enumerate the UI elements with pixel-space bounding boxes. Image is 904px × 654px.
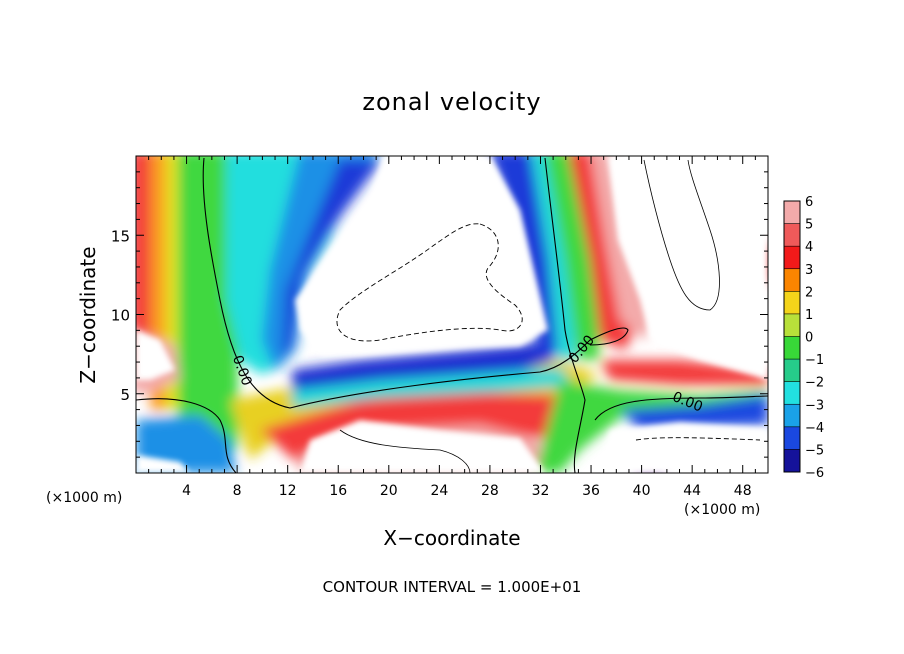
- x-tick-label: 28: [481, 483, 499, 499]
- colorbar-swatch: [784, 246, 800, 270]
- colorbar-label: 0: [805, 331, 813, 346]
- x-tick-label: 24: [430, 483, 448, 499]
- field-left-bottom-blue: [136, 415, 236, 473]
- colorbar-swatch: [784, 449, 800, 473]
- x-unit-left: (×1000 m): [46, 490, 123, 506]
- velocity-field: 0.00 0.00 0.00: [136, 156, 768, 473]
- field-arc-blue: [292, 340, 555, 395]
- x-tick-label: 8: [233, 483, 242, 499]
- colorbar-label: 4: [805, 240, 813, 255]
- x-tick-label: 48: [734, 483, 752, 499]
- colorbar-swatch: [784, 223, 800, 247]
- colorbar-label: −1: [805, 353, 824, 368]
- colorbar-swatch: [784, 201, 800, 225]
- x-unit-right: (×1000 m): [684, 502, 761, 518]
- contour-zero-column: [544, 157, 586, 473]
- colorbar-swatch: [784, 404, 800, 428]
- field-white-left-notch: [136, 330, 175, 380]
- x-tick-label: 44: [683, 483, 701, 499]
- x-axis-label: X−coordinate: [383, 526, 521, 550]
- contour-interval-note: CONTOUR INTERVAL = 1.000E+01: [322, 578, 582, 596]
- field-white-bottom-right: [600, 422, 768, 473]
- chart-title: zonal velocity: [362, 88, 542, 116]
- field-cross-green: [535, 380, 768, 473]
- y-axis-label: Z−coordinate: [76, 246, 100, 384]
- colorbar-label: 6: [805, 195, 813, 210]
- colorbar-swatch: [784, 426, 800, 450]
- contour-zero-left: [202, 157, 629, 409]
- x-tick-label: 36: [582, 483, 600, 499]
- colorbar-swatch: [784, 291, 800, 315]
- colorbar-label: −5: [805, 443, 824, 458]
- y-tick-label: 15: [111, 227, 130, 245]
- contour-dashed-bottom-right: [635, 437, 761, 441]
- colorbar-swatch: [784, 336, 800, 360]
- contour-thin-bottom: [339, 429, 471, 473]
- x-tick-label: 12: [279, 483, 297, 499]
- colorbar: 6 5 4 3 2 1 0 −1 −2 −3 −4 −5 −6: [783, 195, 824, 481]
- colorbar-label: 3: [805, 263, 813, 278]
- field-white-left-bottom: [136, 455, 190, 473]
- colorbar-label: 2: [805, 285, 813, 300]
- contour-zero-left-low: [136, 398, 237, 473]
- colorbar-label: 1: [805, 308, 813, 323]
- x-tick-label: 4: [182, 483, 191, 499]
- field-arc-cyan: [292, 368, 575, 408]
- y-tick-label: 5: [120, 386, 130, 404]
- x-tick-label: 32: [532, 483, 550, 499]
- colorbar-label: 5: [805, 218, 813, 233]
- colorbar-swatch: [784, 313, 800, 337]
- colorbar-label: −3: [805, 398, 824, 413]
- contour-thin-right: [643, 159, 720, 311]
- colorbar-label: −4: [805, 421, 824, 436]
- field-cross-blue: [620, 395, 768, 430]
- field-white-bottom-center: [300, 420, 545, 473]
- field-white-top-center: [295, 156, 548, 356]
- field-white-top-right: [608, 156, 768, 380]
- contour-zero-lower-right: [594, 395, 768, 421]
- colorbar-swatch: [784, 359, 800, 383]
- x-tick-label: 40: [633, 483, 651, 499]
- colorbar-swatch: [784, 268, 800, 292]
- colorbar-label: −2: [805, 376, 824, 391]
- colorbar-swatch: [784, 381, 800, 405]
- y-tick-label: 10: [111, 307, 130, 325]
- x-tick-label: 20: [380, 483, 398, 499]
- field-darkblue: [282, 160, 382, 360]
- x-tick-label: 16: [329, 483, 347, 499]
- colorbar-label: −6: [805, 466, 824, 481]
